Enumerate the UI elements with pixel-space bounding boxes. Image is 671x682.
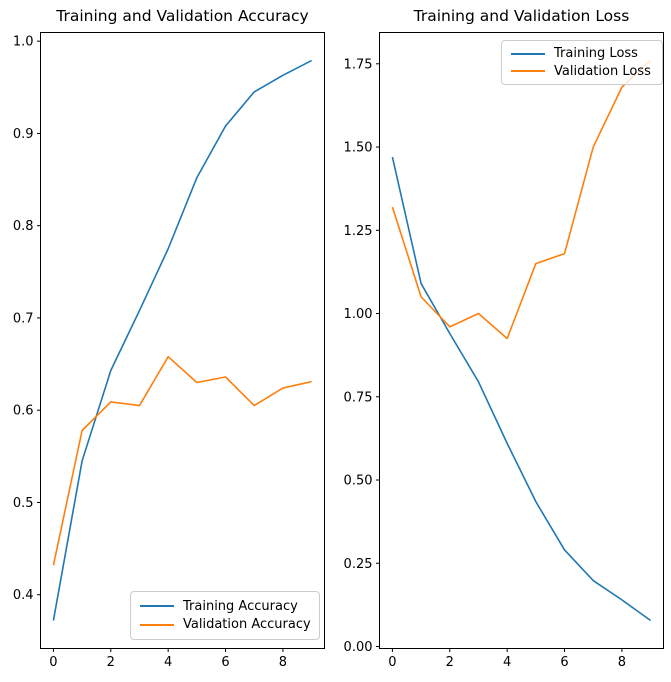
x-tick-label: 8 <box>279 655 287 670</box>
training-accuracy-line-sample <box>140 605 174 608</box>
y-tick-label: 1.00 <box>344 307 373 322</box>
y-tick-label: 0.5 <box>13 496 34 511</box>
y-tick-label: 1.50 <box>344 141 373 156</box>
y-tick-label: 0.9 <box>13 127 34 142</box>
loss-plot-title: Training and Validation Loss <box>413 7 630 25</box>
y-tick-label: 1.25 <box>344 224 373 239</box>
loss-plot-area: 0 2 4 6 8 0.00 0.25 0.50 0.75 1.00 1.25 1.50 1.75 <box>344 32 664 670</box>
validation-loss-line <box>391 59 652 340</box>
accuracy-plot-area: 0 2 4 6 8 0.4 0.5 0.6 0.7 0.8 0.9 1.0 <box>13 32 325 670</box>
legend-item-training-loss: Training Loss <box>511 46 653 61</box>
x-tick-label: 6 <box>560 655 568 670</box>
y-tick-label: 0.7 <box>13 311 34 326</box>
y-tick-label: 0.4 <box>13 588 34 603</box>
validation-accuracy-line <box>52 355 312 566</box>
x-tick-label: 4 <box>164 655 172 670</box>
y-tick-label: 0.00 <box>344 640 373 655</box>
axes-frame <box>379 32 664 649</box>
y-tick-label: 0.75 <box>344 390 373 405</box>
x-tick-label: 0 <box>49 655 57 670</box>
validation-accuracy-line-sample <box>140 623 174 626</box>
legend-item-training-accuracy: Training Accuracy <box>140 599 310 614</box>
y-tick-label: 0.8 <box>13 219 34 234</box>
legend-item-validation-loss: Validation Loss <box>511 64 653 79</box>
validation-accuracy-legend-label: Validation Accuracy <box>183 617 311 633</box>
y-tick-label: 0.50 <box>344 474 373 489</box>
axes-frame <box>40 32 325 649</box>
y-tick-label: 0.25 <box>344 557 373 572</box>
loss-legend: Training Loss Validation Loss <box>501 40 663 85</box>
y-tick-label: 0.6 <box>13 404 34 419</box>
training-loss-line-sample <box>511 52 545 55</box>
x-tick-label: 4 <box>503 655 511 670</box>
x-tick-label: 0 <box>388 655 396 670</box>
training-accuracy-line <box>52 59 312 621</box>
validation-loss-legend-label: Validation Loss <box>554 63 651 79</box>
accuracy-plot-title: Training and Validation Accuracy <box>56 7 309 25</box>
accuracy-legend: Training Accuracy Validation Accuracy <box>130 591 320 640</box>
x-tick-label: 2 <box>107 655 115 670</box>
y-tick-label: 1.75 <box>344 57 373 72</box>
y-tick-label: 1.0 <box>13 35 34 50</box>
training-loss-line <box>391 156 652 622</box>
x-tick-label: 6 <box>221 655 229 670</box>
training-loss-legend-label: Training Loss <box>554 46 638 62</box>
training-accuracy-legend-label: Training Accuracy <box>183 598 298 614</box>
x-tick-label: 8 <box>618 655 626 670</box>
legend-item-validation-accuracy: Validation Accuracy <box>140 617 311 633</box>
validation-loss-line-sample <box>511 70 545 73</box>
x-tick-label: 2 <box>446 655 454 670</box>
